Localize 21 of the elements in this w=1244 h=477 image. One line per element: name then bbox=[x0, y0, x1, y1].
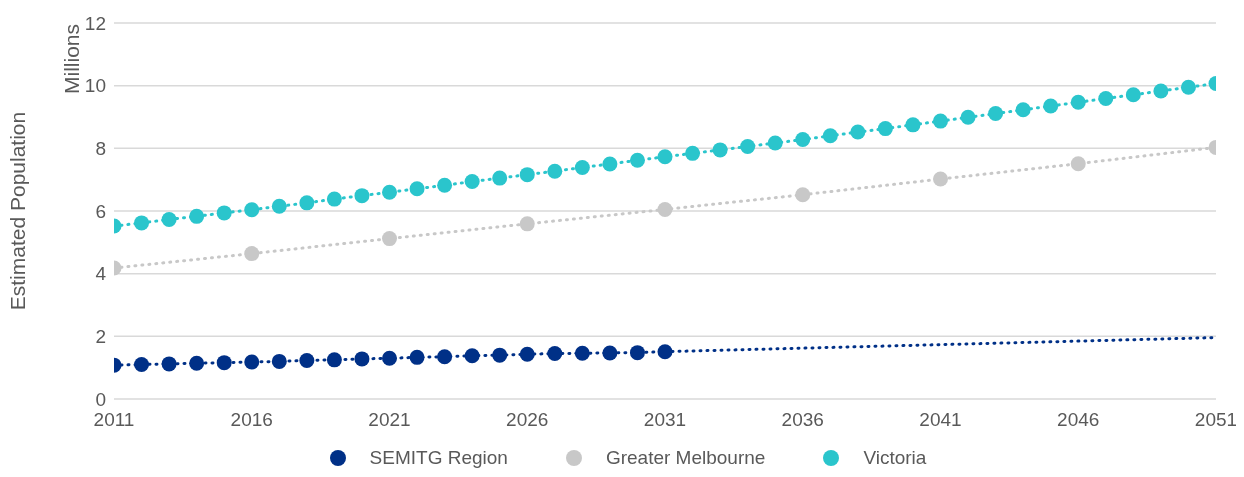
legend-label: SEMITG Region bbox=[369, 447, 508, 469]
legend-label: Victoria bbox=[863, 447, 927, 469]
x-tick-label: 2036 bbox=[781, 409, 824, 431]
x-tick-label: 2021 bbox=[368, 409, 411, 431]
x-tick-label: 2041 bbox=[919, 409, 962, 431]
y-tick-label: 2 bbox=[95, 326, 106, 348]
y-tick-label: 10 bbox=[84, 75, 106, 97]
x-tick-label: 2026 bbox=[506, 409, 549, 431]
y-tick-label: 8 bbox=[95, 138, 106, 160]
y-tick-label: 6 bbox=[95, 200, 106, 222]
x-tick-label: 2051 bbox=[1194, 409, 1238, 431]
x-tick-label: 2016 bbox=[230, 409, 273, 431]
x-tick-label: 2011 bbox=[93, 409, 135, 431]
legend-label: Greater Melbourne bbox=[605, 447, 766, 469]
y-tick-label: 4 bbox=[95, 263, 107, 285]
y-tick-label: 12 bbox=[84, 12, 106, 34]
x-tick-label: 2031 bbox=[643, 409, 687, 431]
y-tick-label: 0 bbox=[95, 388, 106, 410]
text: Millions bbox=[60, 24, 84, 95]
y-axis-title: Estimated Population bbox=[6, 111, 30, 311]
x-tick-label: 2046 bbox=[1057, 409, 1100, 431]
